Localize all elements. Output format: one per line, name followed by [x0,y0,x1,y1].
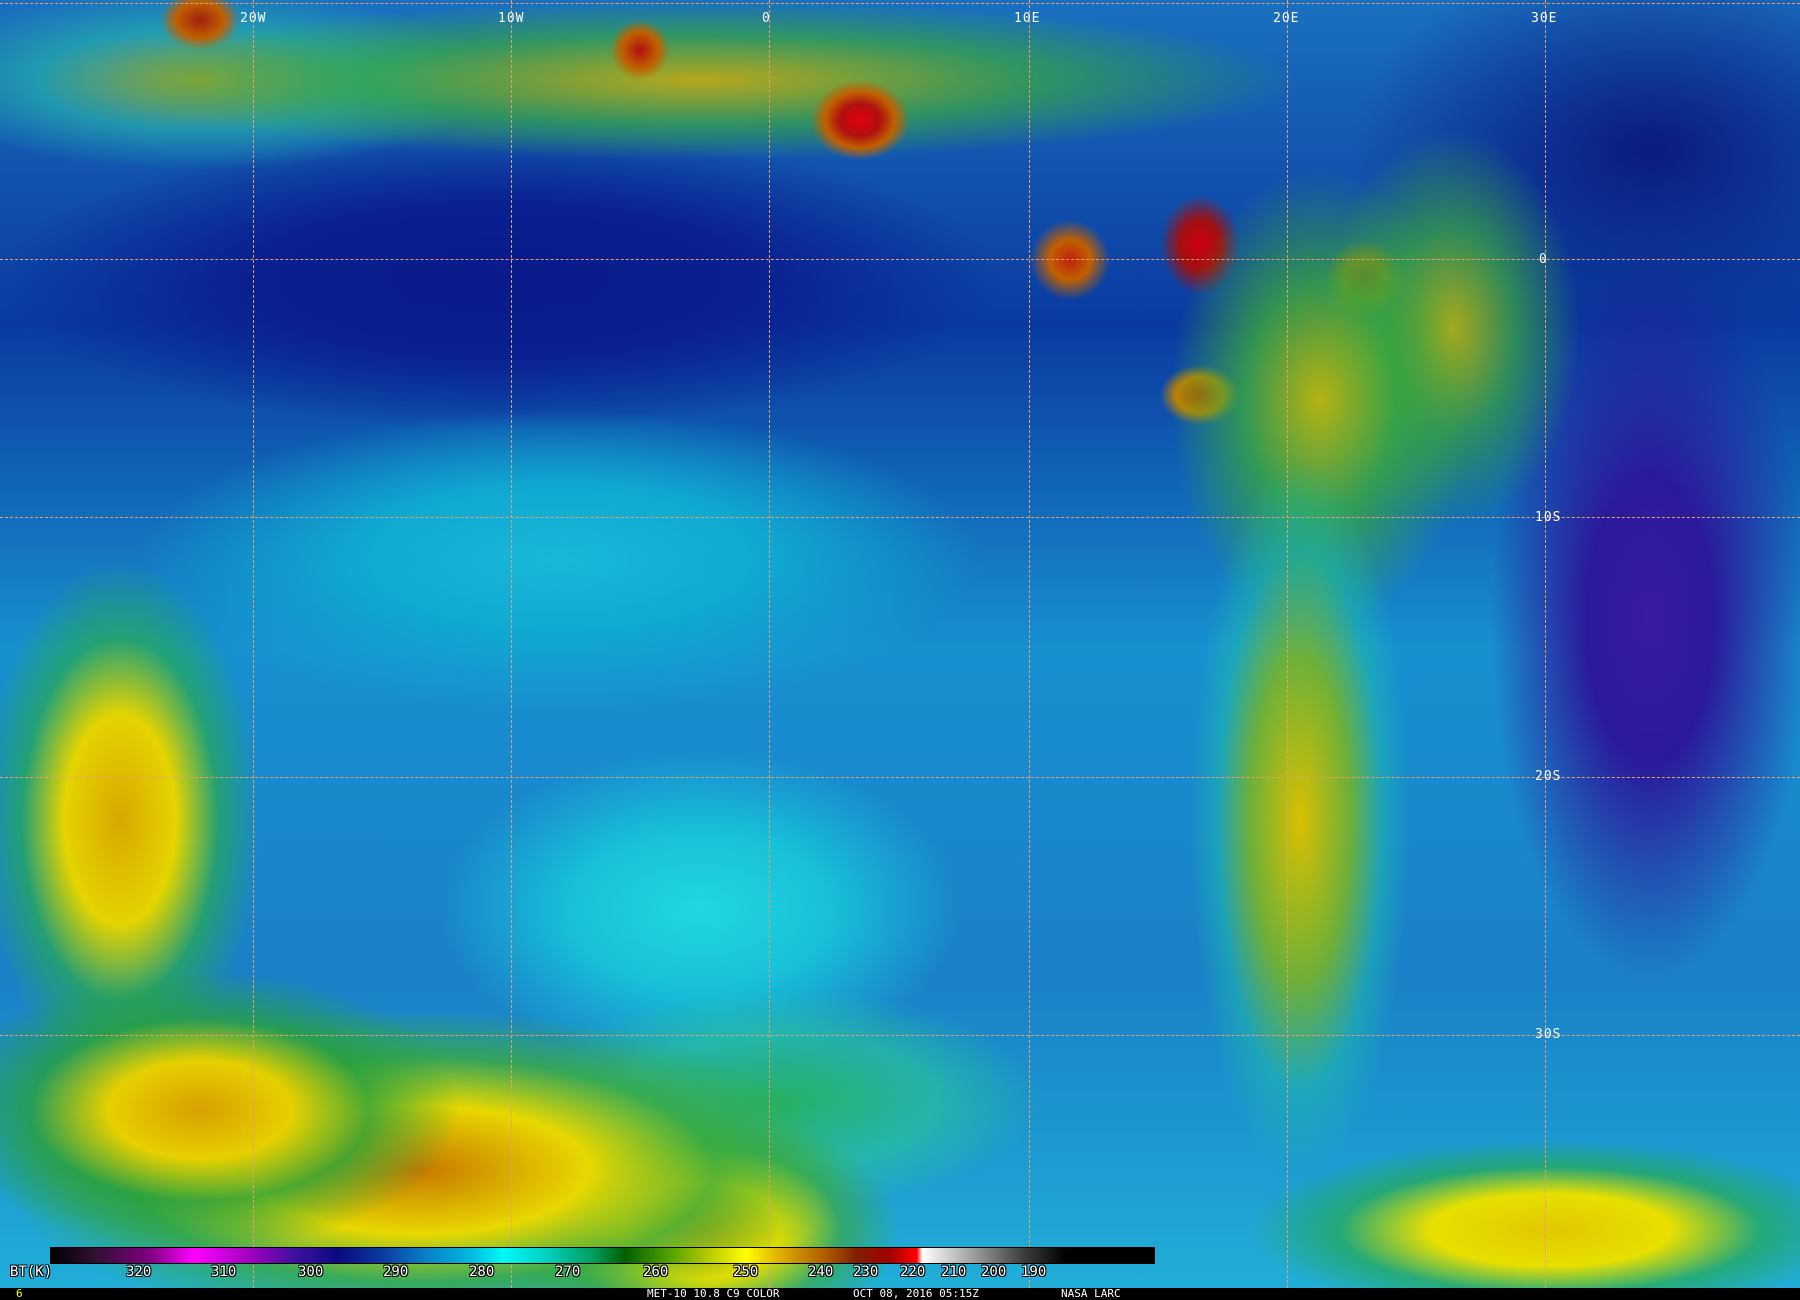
colorbar-tick-label: 220 [900,1264,926,1280]
latitude-gridline [0,3,1800,4]
lat-label: 10S [1535,510,1562,525]
latitude-gridline [0,777,1800,778]
colorbar-tick-label: 300 [298,1264,324,1280]
colorbar-tick-label: 200 [981,1264,1007,1280]
colorbar-tick-label: 270 [555,1264,581,1280]
lat-label: 30S [1535,1027,1562,1042]
longitude-gridline [253,0,254,1288]
latitude-gridline [0,517,1800,518]
credit: NASA LARC [1061,1287,1121,1300]
longitude-gridline [769,0,770,1288]
lat-label: 0 [1539,252,1548,267]
latitude-gridline [0,1035,1800,1036]
colorbar-unit-label: BT(K) [10,1264,53,1280]
lon-label: 30E [1531,11,1558,26]
colorbar-tick-label: 190 [1021,1264,1047,1280]
caption: MET-10 10.8 C9 COLOR [647,1287,780,1300]
lat-label: 20S [1535,769,1562,784]
lon-label: 10E [1014,11,1041,26]
lon-label: 10W [498,11,525,26]
colorbar-tick-label: 280 [469,1264,495,1280]
colorbar-tick-label: 250 [733,1264,759,1280]
lon-label: 20W [240,11,267,26]
colorbar-tick-label: 210 [941,1264,967,1280]
colorbar [50,1247,1155,1264]
colorbar-tick-label: 320 [126,1264,152,1280]
lon-label: 0 [762,11,771,26]
frame-number: 6 [16,1287,23,1300]
colorbar-tick-label: 230 [853,1264,879,1280]
longitude-gridline [1545,0,1546,1288]
latitude-gridline [0,259,1800,260]
colorbar-tick-label: 240 [808,1264,834,1280]
footer-bar: 6 MET-10 10.8 C9 COLOR OCT 08, 2016 05:1… [0,1288,1800,1300]
colorbar-tick-label: 310 [211,1264,237,1280]
longitude-gridline [511,0,512,1288]
longitude-gridline [1029,0,1030,1288]
lon-label: 20E [1273,11,1300,26]
longitude-gridline [1287,0,1288,1288]
colorbar-tick-label: 290 [383,1264,409,1280]
datetime: OCT 08, 2016 05:15Z [853,1287,979,1300]
colorbar-tick-label: 260 [643,1264,669,1280]
